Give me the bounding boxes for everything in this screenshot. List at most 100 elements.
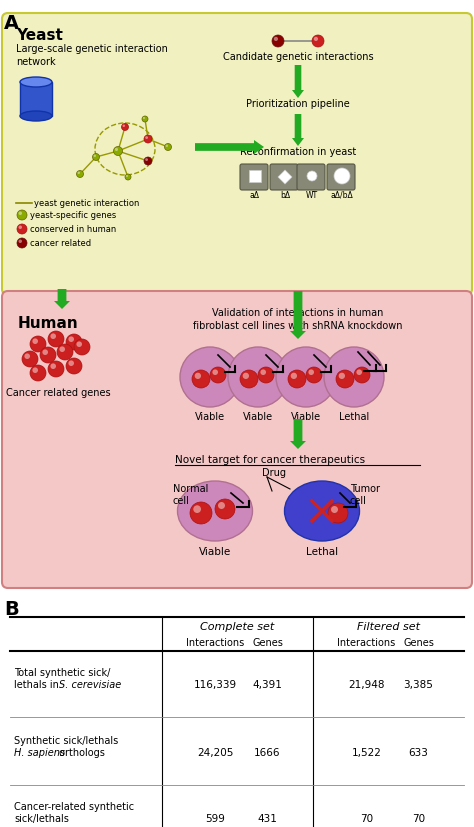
Text: sick/lethals: sick/lethals — [14, 813, 69, 823]
Circle shape — [276, 347, 336, 408]
Text: 70: 70 — [412, 813, 425, 823]
Circle shape — [17, 225, 27, 235]
Circle shape — [195, 373, 201, 380]
Text: Viable: Viable — [291, 412, 321, 422]
Text: Lethal: Lethal — [339, 412, 369, 422]
Polygon shape — [278, 171, 292, 184]
Circle shape — [272, 36, 284, 48]
Circle shape — [309, 370, 314, 375]
Text: Total synthetic sick/: Total synthetic sick/ — [14, 667, 110, 677]
Circle shape — [334, 169, 350, 184]
FancyArrow shape — [195, 141, 264, 155]
Circle shape — [121, 124, 128, 131]
Text: WT: WT — [306, 191, 318, 200]
Text: H. sapiens: H. sapiens — [14, 747, 65, 757]
Circle shape — [50, 334, 56, 340]
Circle shape — [125, 174, 131, 181]
Text: 633: 633 — [409, 747, 428, 757]
Circle shape — [190, 502, 212, 524]
Circle shape — [123, 126, 125, 128]
Ellipse shape — [177, 481, 253, 542]
Text: Reconfirmation in yeast: Reconfirmation in yeast — [240, 147, 356, 157]
Text: Candidate genetic interactions: Candidate genetic interactions — [223, 52, 374, 62]
Text: Human: Human — [18, 316, 79, 331]
Text: Synthetic sick/lethals: Synthetic sick/lethals — [14, 735, 118, 745]
Text: Viable: Viable — [199, 547, 231, 557]
Circle shape — [126, 175, 128, 178]
Text: orthologs: orthologs — [56, 747, 105, 757]
Circle shape — [76, 342, 82, 347]
Circle shape — [145, 159, 148, 162]
Circle shape — [59, 347, 65, 352]
Text: aΔ: aΔ — [250, 191, 260, 200]
Circle shape — [336, 370, 354, 389]
Text: Complete set: Complete set — [201, 621, 274, 631]
Circle shape — [30, 337, 46, 352]
Circle shape — [66, 359, 82, 375]
Text: Cancer related genes: Cancer related genes — [6, 388, 110, 398]
Circle shape — [324, 347, 384, 408]
Ellipse shape — [284, 481, 359, 542]
Circle shape — [68, 361, 74, 366]
Text: conserved in human: conserved in human — [30, 225, 116, 234]
Circle shape — [32, 339, 38, 345]
Text: B: B — [4, 600, 19, 619]
Circle shape — [78, 172, 80, 174]
Text: 431: 431 — [257, 813, 277, 823]
Text: Genes: Genes — [252, 638, 283, 648]
Text: Yeast: Yeast — [16, 28, 63, 43]
Circle shape — [18, 227, 22, 230]
Circle shape — [144, 158, 152, 165]
Circle shape — [291, 373, 297, 380]
Circle shape — [22, 351, 38, 367]
Text: aΔ/bΔ: aΔ/bΔ — [331, 191, 354, 200]
Text: 70: 70 — [360, 813, 373, 823]
FancyArrow shape — [292, 115, 304, 147]
Circle shape — [339, 373, 345, 380]
Text: yeast genetic interaction: yeast genetic interaction — [34, 199, 139, 208]
Circle shape — [48, 332, 64, 347]
Circle shape — [218, 502, 225, 509]
Circle shape — [180, 347, 240, 408]
Circle shape — [210, 367, 226, 384]
FancyBboxPatch shape — [240, 165, 268, 191]
Circle shape — [142, 117, 148, 123]
Ellipse shape — [20, 112, 52, 122]
FancyArrow shape — [292, 66, 304, 99]
Circle shape — [42, 350, 48, 356]
Circle shape — [192, 370, 210, 389]
Circle shape — [306, 367, 322, 384]
Circle shape — [48, 361, 64, 378]
Text: 1,522: 1,522 — [352, 747, 382, 757]
Circle shape — [92, 155, 100, 161]
Circle shape — [212, 370, 218, 375]
FancyBboxPatch shape — [2, 14, 472, 295]
Circle shape — [143, 117, 145, 120]
Circle shape — [18, 213, 22, 216]
Circle shape — [76, 171, 83, 179]
Circle shape — [331, 506, 338, 514]
Circle shape — [50, 364, 56, 370]
Circle shape — [228, 347, 288, 408]
Circle shape — [307, 172, 317, 182]
Circle shape — [144, 136, 152, 144]
Circle shape — [40, 347, 56, 364]
FancyArrow shape — [54, 289, 70, 309]
Circle shape — [356, 370, 362, 375]
Text: S. cerevisiae: S. cerevisiae — [59, 679, 121, 689]
Circle shape — [17, 239, 27, 249]
Text: 24,205: 24,205 — [197, 747, 234, 757]
Text: Genes: Genes — [403, 638, 434, 648]
Text: Interactions: Interactions — [186, 638, 245, 648]
FancyArrow shape — [290, 419, 306, 449]
Text: lethals in: lethals in — [14, 679, 62, 689]
FancyBboxPatch shape — [297, 165, 325, 191]
FancyArrow shape — [290, 292, 306, 340]
Circle shape — [32, 368, 38, 374]
FancyBboxPatch shape — [20, 83, 52, 117]
Circle shape — [328, 504, 348, 523]
Circle shape — [164, 145, 172, 151]
Circle shape — [243, 373, 249, 380]
Circle shape — [68, 337, 74, 342]
Circle shape — [93, 155, 96, 158]
